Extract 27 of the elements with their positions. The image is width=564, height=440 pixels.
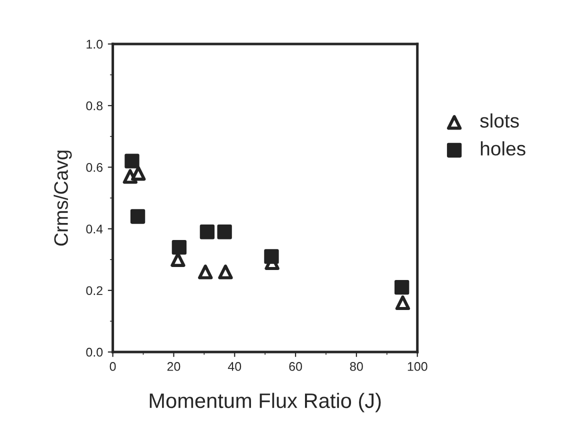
x-tick-label: 20 xyxy=(167,362,180,371)
y-tick-label: 0.6 xyxy=(86,163,103,172)
point xyxy=(172,240,187,255)
y-tick-label: 0.8 xyxy=(86,101,103,110)
y-axis-title: Crms/Cavg xyxy=(54,150,72,246)
point xyxy=(217,224,232,240)
y-tick-label: 0.0 xyxy=(86,348,103,357)
point xyxy=(131,166,146,181)
point xyxy=(264,249,279,264)
point xyxy=(200,224,215,240)
point xyxy=(218,264,233,280)
point xyxy=(394,280,410,295)
point xyxy=(198,264,213,280)
x-tick-label: 80 xyxy=(350,362,363,371)
x-tick-label: 100 xyxy=(408,362,428,371)
legend-label: slots xyxy=(480,113,519,128)
x-tick-label: 40 xyxy=(228,362,242,371)
y-tick-label: 0.2 xyxy=(86,286,102,296)
x-axis-title: Momentum Flux Ratio (J) xyxy=(150,392,381,412)
x-tick-label: 60 xyxy=(289,362,302,371)
legend-label: holes xyxy=(480,141,526,156)
point xyxy=(124,154,140,168)
point xyxy=(395,295,410,310)
y-tick-label: 1.0 xyxy=(86,40,103,49)
y-tick-label: 0.4 xyxy=(86,224,103,234)
point xyxy=(130,209,146,224)
x-tick-label: 0 xyxy=(110,362,116,371)
